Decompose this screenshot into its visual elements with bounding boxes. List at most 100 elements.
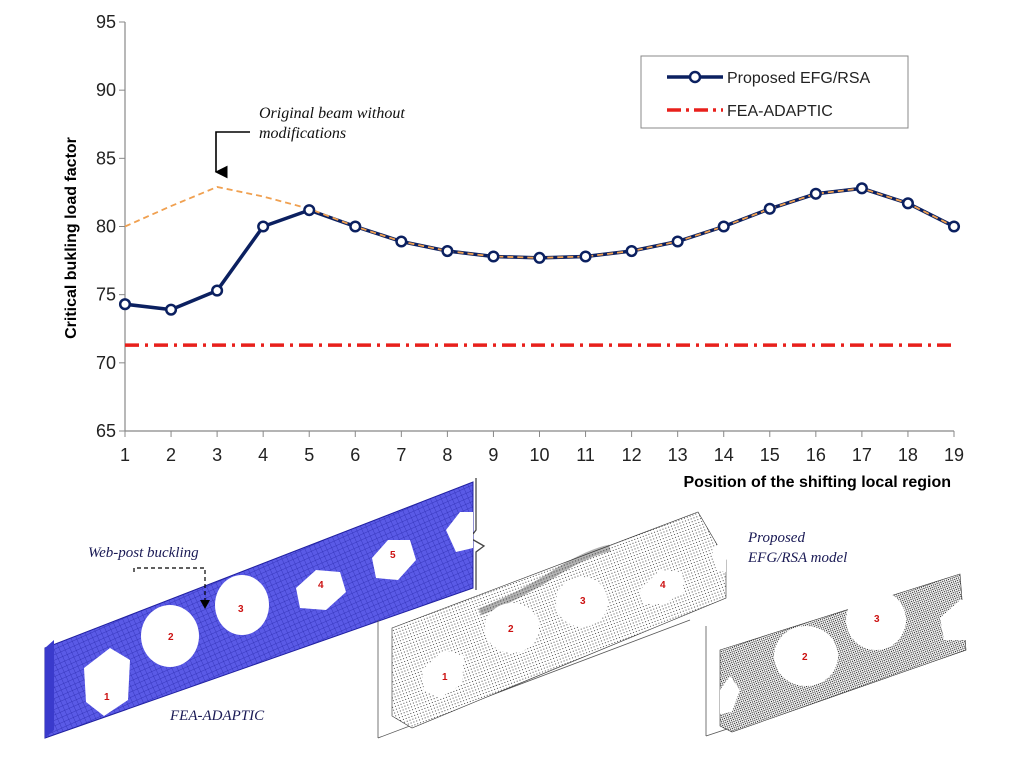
data-point-proposed-efg-rsa [118, 298, 132, 311]
x-tick-label: 19 [944, 445, 964, 465]
fea-hole-3 [215, 575, 269, 635]
fea-hole-number: 5 [390, 550, 396, 561]
annotation-line-2: modifications [259, 125, 346, 142]
x-tick-label: 6 [350, 445, 360, 465]
legend-label-fea: FEA-ADAPTIC [727, 103, 833, 120]
zoom-hole-2 [774, 626, 838, 686]
data-point-proposed-efg-rsa [625, 244, 638, 258]
x-tick-label: 4 [258, 445, 268, 465]
efg-hole-number: 2 [508, 624, 514, 635]
webpost-arrow-head [200, 600, 210, 609]
efg-hole-number: 3 [580, 596, 586, 607]
fea-beam-illustration: 1 2 3 4 5 Web-post buckling FEA-ADAPTIC [44, 478, 486, 739]
series-markers [118, 182, 961, 316]
zoom-beam-web [719, 573, 967, 733]
x-tick-label: 9 [488, 445, 498, 465]
y-tick-label: 80 [96, 217, 116, 237]
fea-hole-5 [372, 540, 416, 580]
zoom-hole-right [940, 600, 966, 640]
data-point-proposed-efg-rsa [671, 235, 684, 248]
efg-hole-3 [556, 577, 608, 627]
fea-hole-number: 4 [318, 580, 324, 591]
y-tick-label: 70 [96, 353, 116, 373]
data-point-proposed-efg-rsa [763, 202, 776, 215]
x-tick-label: 17 [852, 445, 872, 465]
webpost-label: Web-post buckling [88, 545, 199, 561]
y-tick-label: 90 [96, 80, 116, 100]
x-tick-label: 18 [898, 445, 918, 465]
data-point-proposed-efg-rsa [257, 220, 270, 233]
data-point-proposed-efg-rsa [855, 182, 868, 195]
efg-hole-4 [640, 570, 684, 604]
efg-beam-illustration: 1 2 3 4 Proposed EFG/RSA model [377, 511, 847, 739]
data-point-proposed-efg-rsa [441, 244, 454, 258]
fea-hole-2 [141, 605, 199, 667]
data-point-proposed-efg-rsa [901, 197, 914, 210]
data-point-proposed-efg-rsa [165, 303, 178, 316]
data-point-proposed-efg-rsa [533, 251, 546, 264]
x-tick-label: 15 [760, 445, 780, 465]
efg-hole-1 [422, 650, 464, 698]
x-tick-label: 10 [529, 445, 549, 465]
fea-beam-flange [45, 640, 54, 738]
data-point-proposed-efg-rsa [349, 220, 362, 233]
x-tick-label: 3 [212, 445, 222, 465]
data-point-proposed-efg-rsa [395, 235, 408, 248]
x-axis-ticks: 1 2 3 4 5 6 7 8 9 10 11 12 13 14 15 16 17 18 19 [120, 431, 964, 465]
efg-hole-end [712, 540, 726, 572]
zoom-hole-left [720, 676, 740, 714]
data-point-proposed-efg-rsa [579, 250, 592, 263]
zoom-hole-number: 2 [802, 652, 808, 663]
legend-marker-efg [688, 70, 702, 84]
x-tick-label: 8 [442, 445, 452, 465]
y-axis-ticks: 65 70 75 80 85 90 95 [96, 12, 125, 441]
data-point-proposed-efg-rsa [947, 220, 961, 233]
x-tick-label: 14 [714, 445, 734, 465]
x-tick-label: 7 [396, 445, 406, 465]
y-axis-title: Critical bukling load factor [63, 137, 80, 339]
legend-box [640, 55, 909, 129]
annotation-line-1: Original beam without [259, 105, 405, 122]
x-axis-title: Position of the shifting local region [683, 474, 951, 491]
annotation: Original beam without modifications [214, 105, 405, 179]
efg-hole-number: 4 [660, 580, 666, 591]
data-point-proposed-efg-rsa [211, 284, 224, 297]
fea-hole-4 [296, 570, 346, 610]
series-line-proposed-efg-rsa [124, 186, 955, 312]
fea-hole-6 [446, 512, 473, 552]
legend: Proposed EFG/RSA FEA-ADAPTIC [640, 55, 909, 129]
data-point-proposed-efg-rsa [717, 220, 730, 233]
legend-label-efg: Proposed EFG/RSA [727, 70, 871, 87]
x-tick-label: 1 [120, 445, 130, 465]
y-tick-label: 85 [96, 148, 116, 168]
fea-label: FEA-ADAPTIC [169, 708, 265, 724]
x-tick-label: 2 [166, 445, 176, 465]
annotation-arrow [214, 131, 250, 179]
efg-beam-web [391, 511, 727, 729]
x-tick-label: 12 [622, 445, 642, 465]
efg-zoom-illustration: 2 3 [705, 573, 967, 737]
x-tick-label: 16 [806, 445, 826, 465]
fea-hole-number: 1 [104, 692, 110, 703]
webpost-arrow [133, 567, 206, 606]
data-point-proposed-efg-rsa [303, 204, 316, 217]
efg-label-line-1: Proposed [747, 530, 805, 546]
y-tick-label: 75 [96, 285, 116, 305]
x-tick-label: 11 [576, 445, 595, 465]
x-tick-label: 13 [668, 445, 688, 465]
x-tick-label: 5 [304, 445, 314, 465]
data-point-proposed-efg-rsa [809, 187, 822, 200]
efg-hole-number: 1 [442, 672, 448, 683]
y-tick-label: 65 [96, 421, 116, 441]
y-tick-label: 95 [96, 12, 116, 32]
break-mark [469, 478, 486, 590]
zoom-hole-3 [846, 590, 906, 650]
data-point-proposed-efg-rsa [487, 250, 500, 263]
efg-buckle-shade [478, 544, 611, 616]
fea-hole-1 [84, 648, 130, 716]
efg-hole-2 [485, 603, 539, 653]
fea-hole-number: 2 [168, 632, 174, 643]
fea-hole-number: 3 [238, 604, 244, 615]
